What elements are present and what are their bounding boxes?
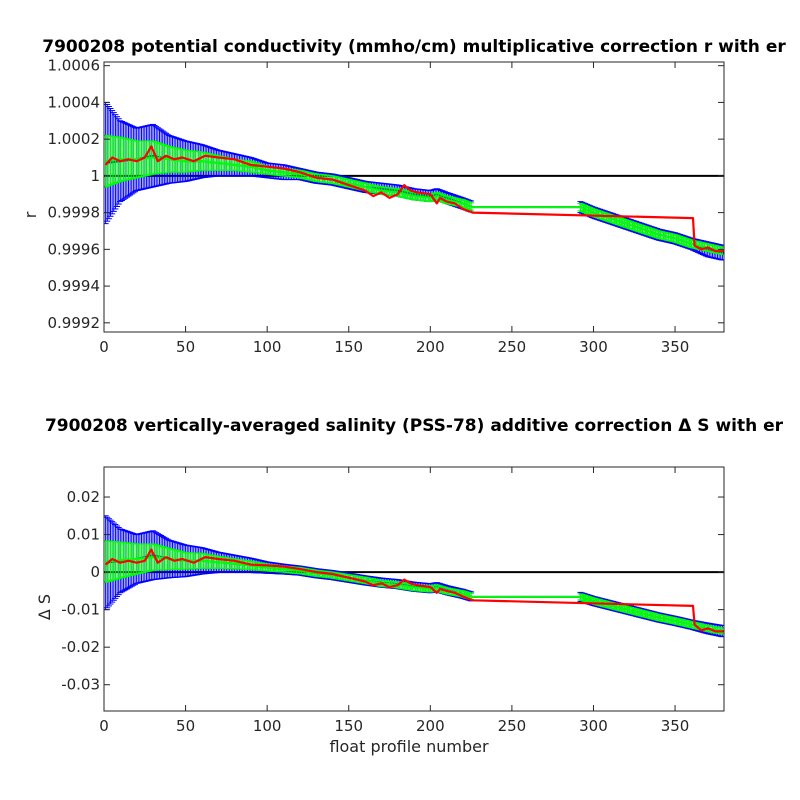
y-tick-label: -0.03 xyxy=(61,676,100,694)
x-tick-label: 250 xyxy=(498,338,527,356)
x-tick-label: 200 xyxy=(416,338,445,356)
series-2 xyxy=(104,134,724,255)
series-3 xyxy=(104,548,724,633)
y-axis-label: r xyxy=(21,211,40,218)
x-tick-label: 350 xyxy=(661,717,690,735)
y-tick-label: 0.9996 xyxy=(48,240,101,258)
y-tick-label: 0 xyxy=(90,563,100,581)
series-3 xyxy=(104,145,724,253)
plot-area xyxy=(104,515,724,638)
series-1 xyxy=(104,101,724,261)
y-tick-label: 1 xyxy=(90,167,100,185)
x-tick-label: 100 xyxy=(253,338,282,356)
series-1 xyxy=(104,515,724,638)
series-line xyxy=(105,156,724,253)
chart-title: 7900208 vertically-averaged salinity (PS… xyxy=(45,416,784,436)
x-tick-label: 250 xyxy=(498,717,527,735)
x-tick-label: 150 xyxy=(334,717,363,735)
y-tick-label: 0.01 xyxy=(67,526,100,544)
chart-panel-2: 0 50 100 150 200 250 300 350 0.02 0.01 0 -0.01 -0.02… xyxy=(35,416,784,756)
x-axis-label: float profile number xyxy=(329,737,489,756)
x-tick-label: 0 xyxy=(99,338,109,356)
y-tick-label: -0.01 xyxy=(61,601,100,619)
x-tick-label: 300 xyxy=(579,717,608,735)
series-line xyxy=(104,548,724,633)
series-line xyxy=(104,145,724,253)
chart-panel-1: 0 50 100 150 200 250 300 350 0.9992 0.9994 0.9996 0… xyxy=(21,37,786,356)
y-tick-label: 0.02 xyxy=(67,488,100,506)
y-tick-label: 0.9992 xyxy=(48,314,101,332)
x-tick-label: 300 xyxy=(579,338,608,356)
x-tick-label: 100 xyxy=(253,717,282,735)
x-tick-label: 200 xyxy=(416,717,445,735)
chart-title: 7900208 potential conductivity (mmho/cm)… xyxy=(42,37,786,57)
y-axis-label: Δ S xyxy=(35,594,54,620)
series-2 xyxy=(104,540,724,635)
x-tick-label: 50 xyxy=(176,338,195,356)
y-tick-label: -0.02 xyxy=(61,638,100,656)
y-tick-label: 1.0006 xyxy=(48,57,101,75)
axes-box xyxy=(103,466,725,712)
plot-area xyxy=(104,101,724,261)
x-tick-label: 0 xyxy=(99,717,109,735)
axes-box xyxy=(103,61,725,333)
x-tick-label: 350 xyxy=(661,338,690,356)
y-tick-label: 1.0004 xyxy=(48,93,101,111)
x-tick-label: 50 xyxy=(176,717,195,735)
y-tick-label: 1.0002 xyxy=(48,130,101,148)
y-tick-label: 0.9998 xyxy=(48,204,101,222)
x-tick-label: 150 xyxy=(334,338,363,356)
y-tick-label: 0.9994 xyxy=(48,277,101,295)
